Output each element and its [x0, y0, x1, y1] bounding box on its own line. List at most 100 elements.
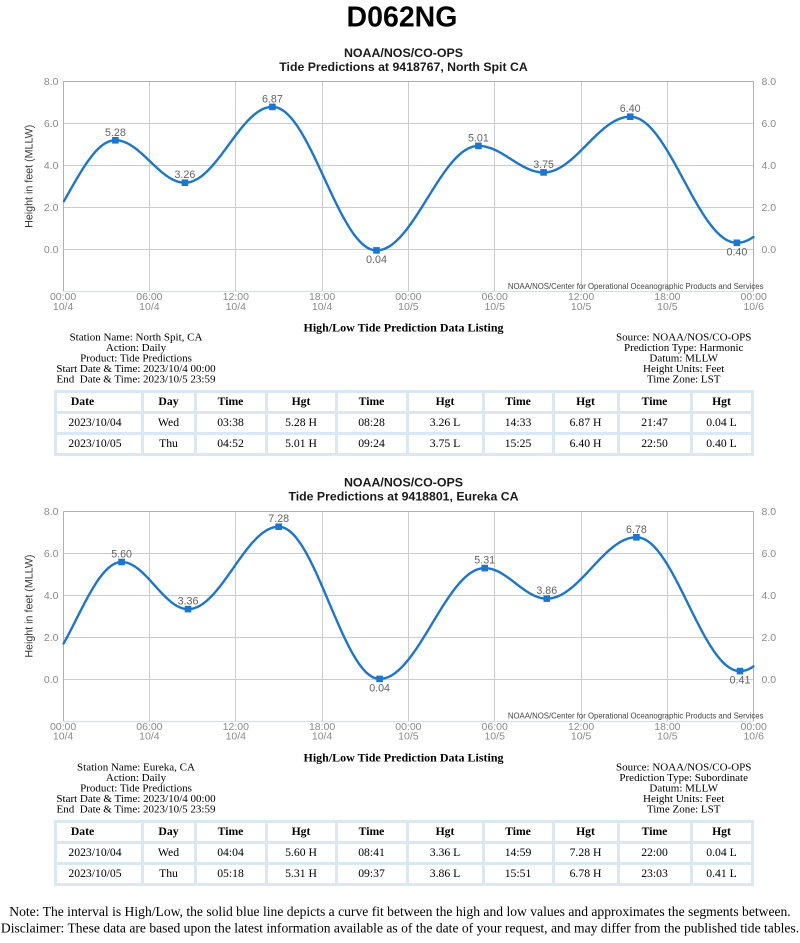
svg-text:Prediction Type: Subordinate: Prediction Type: Subordinate — [619, 772, 748, 784]
svg-text:Tide Predictions at 9418767, N: Tide Predictions at 9418767, North Spit … — [279, 60, 528, 74]
svg-text:Action: Daily: Action: Daily — [106, 342, 167, 354]
svg-text:Start Date & Time: 2023/10/4 0: Start Date & Time: 2023/10/4 00:00 — [56, 793, 216, 805]
svg-text:5.60: 5.60 — [111, 549, 132, 561]
svg-text:00:00: 00:00 — [395, 721, 421, 733]
svg-text:10/4: 10/4 — [226, 301, 247, 313]
svg-text:5.28: 5.28 — [105, 127, 126, 139]
svg-text:0.40: 0.40 — [726, 246, 747, 258]
svg-text:00:00: 00:00 — [50, 721, 76, 733]
svg-text:Height Units: Feet: Height Units: Feet — [643, 793, 724, 805]
svg-text:10/6: 10/6 — [743, 731, 764, 743]
svg-text:4.0: 4.0 — [44, 590, 59, 602]
svg-text:4.0: 4.0 — [762, 160, 777, 172]
svg-text:18:00: 18:00 — [309, 721, 335, 733]
svg-text:Datum: MLLW: Datum: MLLW — [649, 353, 718, 365]
svg-text:6.0: 6.0 — [44, 118, 59, 130]
svg-text:10/5: 10/5 — [571, 301, 592, 313]
svg-text:0.04: 0.04 — [369, 682, 390, 694]
svg-text:NOAA/NOS/Center for Operationa: NOAA/NOS/Center for Operational Oceanogr… — [508, 282, 764, 291]
svg-text:Height in feet (MLLW): Height in feet (MLLW) — [24, 125, 36, 228]
svg-text:10/6: 10/6 — [743, 301, 764, 313]
svg-text:10/4: 10/4 — [312, 731, 333, 743]
svg-text:2.0: 2.0 — [762, 632, 777, 644]
svg-text:12:00: 12:00 — [223, 291, 249, 303]
svg-text:10/5: 10/5 — [398, 301, 419, 313]
svg-text:NOAA/NOS/Center for Operationa: NOAA/NOS/Center for Operational Oceanogr… — [508, 712, 764, 721]
svg-text:4.0: 4.0 — [762, 590, 777, 602]
svg-text:00:00: 00:00 — [741, 721, 767, 733]
svg-text:5.01: 5.01 — [468, 132, 489, 144]
svg-text:Product: Tide Predictions: Product: Tide Predictions — [80, 353, 192, 365]
svg-text:End Date & Time: 2023/10/5 23: End Date & Time: 2023/10/5 23:59 — [57, 374, 216, 386]
svg-text:NOAA/NOS/CO-OPS: NOAA/NOS/CO-OPS — [344, 46, 463, 60]
svg-text:High/Low Tide Prediction Data: High/Low Tide Prediction Data Listing — [303, 321, 503, 335]
svg-text:06:00: 06:00 — [482, 721, 508, 733]
svg-text:6.40: 6.40 — [620, 103, 641, 115]
svg-text:3.86: 3.86 — [536, 585, 557, 597]
svg-text:NOAA/NOS/CO-OPS: NOAA/NOS/CO-OPS — [344, 476, 463, 490]
svg-text:10/5: 10/5 — [657, 731, 678, 743]
svg-text:06:00: 06:00 — [136, 721, 162, 733]
svg-text:8.0: 8.0 — [762, 76, 777, 88]
svg-text:High/Low Tide Prediction Data: High/Low Tide Prediction Data Listing — [303, 750, 503, 764]
svg-text:06:00: 06:00 — [136, 291, 162, 303]
svg-text:10/5: 10/5 — [484, 301, 505, 313]
svg-text:Time Zone: LST: Time Zone: LST — [647, 803, 721, 815]
svg-text:0.0: 0.0 — [762, 244, 777, 256]
svg-text:00:00: 00:00 — [741, 291, 767, 303]
svg-text:Tide Predictions at 9418801, E: Tide Predictions at 9418801, Eureka CA — [288, 490, 518, 504]
svg-text:Datum: MLLW: Datum: MLLW — [649, 782, 718, 794]
svg-text:7.28: 7.28 — [268, 513, 289, 525]
svg-text:D062NG: D062NG — [347, 1, 458, 33]
svg-text:0.0: 0.0 — [762, 674, 777, 686]
svg-text:Action: Daily: Action: Daily — [106, 772, 167, 784]
svg-text:Station Name: Eureka, CA: Station Name: Eureka, CA — [77, 761, 195, 773]
svg-text:12:00: 12:00 — [223, 721, 249, 733]
svg-text:10/4: 10/4 — [139, 301, 160, 313]
svg-text:2.0: 2.0 — [762, 202, 777, 214]
svg-text:6.0: 6.0 — [44, 548, 59, 560]
svg-text:Time Zone: LST: Time Zone: LST — [647, 374, 721, 386]
svg-text:Start Date & Time: 2023/10/4 0: Start Date & Time: 2023/10/4 00:00 — [56, 363, 216, 375]
svg-text:0.0: 0.0 — [44, 244, 59, 256]
svg-text:Prediction Type: Harmonic: Prediction Type: Harmonic — [624, 342, 744, 354]
svg-text:Source: NOAA/NOS/CO-OPS: Source: NOAA/NOS/CO-OPS — [616, 761, 751, 773]
svg-text:00:00: 00:00 — [395, 291, 421, 303]
svg-text:5.31: 5.31 — [474, 555, 495, 567]
svg-text:18:00: 18:00 — [309, 291, 335, 303]
svg-text:10/4: 10/4 — [226, 731, 247, 743]
svg-text:6.78: 6.78 — [626, 524, 647, 536]
svg-text:6.0: 6.0 — [762, 548, 777, 560]
svg-text:12:00: 12:00 — [568, 291, 594, 303]
svg-text:4.0: 4.0 — [44, 160, 59, 172]
svg-text:0.04: 0.04 — [366, 254, 387, 266]
svg-text:10/5: 10/5 — [484, 731, 505, 743]
svg-text:00:00: 00:00 — [50, 291, 76, 303]
svg-text:10/4: 10/4 — [312, 301, 333, 313]
svg-text:2.0: 2.0 — [44, 202, 59, 214]
svg-text:12:00: 12:00 — [568, 721, 594, 733]
svg-text:10/5: 10/5 — [571, 731, 592, 743]
svg-text:8.0: 8.0 — [44, 76, 59, 88]
svg-text:Product: Tide Predictions: Product: Tide Predictions — [80, 782, 192, 794]
svg-text:8.0: 8.0 — [762, 506, 777, 518]
svg-text:Note: The interval is High/Low: Note: The interval is High/Low, the soli… — [9, 904, 790, 919]
svg-text:6.0: 6.0 — [762, 118, 777, 130]
svg-text:10/4: 10/4 — [53, 731, 74, 743]
svg-text:2.0: 2.0 — [44, 632, 59, 644]
svg-text:Height Units: Feet: Height Units: Feet — [643, 363, 724, 375]
svg-text:0.41: 0.41 — [730, 675, 751, 687]
svg-text:8.0: 8.0 — [44, 506, 59, 518]
svg-text:3.36: 3.36 — [178, 596, 199, 608]
svg-text:18:00: 18:00 — [654, 721, 680, 733]
svg-text:3.26: 3.26 — [174, 169, 195, 181]
svg-text:06:00: 06:00 — [482, 291, 508, 303]
svg-text:Disclaimer: These data are bas: Disclaimer: These data are based upon th… — [1, 921, 799, 936]
svg-text:End Date & Time: 2023/10/5 23: End Date & Time: 2023/10/5 23:59 — [57, 803, 216, 815]
svg-text:6.87: 6.87 — [262, 93, 283, 105]
svg-text:Source: NOAA/NOS/CO-OPS: Source: NOAA/NOS/CO-OPS — [616, 332, 751, 344]
svg-text:Station Name: North Spit, CA: Station Name: North Spit, CA — [70, 332, 203, 344]
svg-text:Height in feet (MLLW): Height in feet (MLLW) — [24, 555, 36, 658]
svg-text:10/4: 10/4 — [139, 731, 160, 743]
svg-text:18:00: 18:00 — [654, 291, 680, 303]
